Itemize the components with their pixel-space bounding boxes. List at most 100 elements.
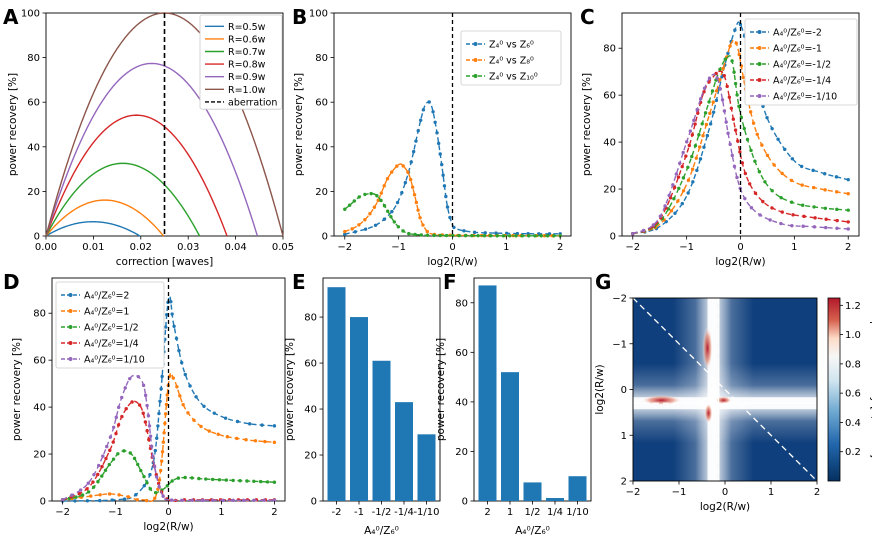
data-point-b bbox=[444, 194, 448, 199]
panel-letter-a: A bbox=[3, 5, 19, 29]
data-point-c bbox=[812, 205, 816, 209]
data-point-d bbox=[80, 493, 85, 497]
data-point-d bbox=[96, 463, 101, 468]
data-point-c bbox=[651, 223, 656, 227]
data-point-d bbox=[116, 452, 120, 456]
data-point-d bbox=[120, 414, 124, 419]
data-point-d bbox=[145, 429, 149, 433]
legend-marker-c bbox=[757, 62, 762, 66]
data-point-b bbox=[343, 207, 347, 211]
data-point-b bbox=[552, 234, 556, 238]
xtick-label-e: -1/2 bbox=[372, 507, 392, 518]
ytick-label-c: 60 bbox=[603, 91, 616, 102]
xtick-label-a: 0.02 bbox=[130, 242, 152, 253]
xlabel-c: log2(R/w) bbox=[715, 256, 765, 268]
data-point-d bbox=[169, 498, 174, 502]
data-point-d bbox=[148, 434, 153, 438]
ylabel-b: power recovery [%] bbox=[293, 73, 305, 176]
legend-label-d: A₄⁰/Z₆⁰=2 bbox=[84, 291, 129, 302]
data-point-c bbox=[685, 140, 689, 144]
legend-marker-b bbox=[473, 58, 478, 62]
data-point-d bbox=[152, 465, 157, 469]
xtick-label-g: 0 bbox=[722, 487, 728, 498]
heatmap-peak bbox=[715, 396, 732, 405]
data-point-b bbox=[433, 120, 437, 124]
xtick-label-b: 0 bbox=[449, 242, 455, 253]
data-point-c bbox=[835, 218, 839, 223]
data-point-d bbox=[158, 468, 163, 473]
data-point-d bbox=[160, 449, 165, 454]
legend-label-a: R=0.7w bbox=[228, 47, 266, 58]
data-point-c bbox=[722, 109, 727, 113]
data-point-c bbox=[678, 161, 682, 165]
ytick-label-b: 0 bbox=[322, 232, 328, 243]
data-point-c bbox=[704, 122, 709, 127]
data-point-d bbox=[130, 400, 134, 404]
data-point-d bbox=[260, 423, 264, 427]
ytick-label-d: 20 bbox=[33, 450, 46, 461]
ytick-label-d: 40 bbox=[33, 403, 46, 414]
data-point-b bbox=[392, 220, 397, 224]
ylabel-a: power recovery [%] bbox=[7, 73, 19, 176]
colorbar-tick-label: 0.8 bbox=[845, 359, 861, 370]
data-point-d bbox=[122, 497, 127, 501]
data-point-d bbox=[163, 412, 168, 416]
data-point-b bbox=[379, 198, 383, 203]
data-point-b bbox=[418, 216, 422, 220]
xtick-label-b: 2 bbox=[557, 242, 563, 253]
data-point-d bbox=[231, 498, 235, 503]
data-point-b bbox=[350, 227, 354, 231]
data-point-c bbox=[692, 118, 696, 123]
data-point-d bbox=[141, 411, 145, 415]
heatmap-peak bbox=[704, 403, 713, 424]
data-point-d bbox=[216, 432, 220, 436]
data-point-b bbox=[482, 234, 487, 238]
ytick-label-c: 40 bbox=[603, 138, 616, 149]
data-point-b bbox=[545, 234, 550, 238]
data-point-c bbox=[698, 157, 703, 161]
data-point-d bbox=[207, 429, 211, 433]
xtick-label-d: 2 bbox=[271, 507, 277, 518]
data-point-d bbox=[248, 422, 252, 426]
data-point-c bbox=[686, 178, 691, 182]
data-point-c bbox=[823, 188, 827, 192]
data-point-c bbox=[824, 217, 828, 221]
legend-label-d: A₄⁰/Z₆⁰=1/4 bbox=[84, 339, 139, 350]
data-point-c bbox=[728, 142, 732, 147]
xtick-label-e: -1 bbox=[354, 507, 364, 518]
data-point-d bbox=[107, 462, 112, 467]
data-point-c bbox=[667, 193, 671, 198]
data-point-c bbox=[695, 107, 699, 112]
data-point-d bbox=[211, 498, 215, 503]
data-point-d bbox=[164, 325, 168, 329]
ylabel-g: log2(R/w) bbox=[594, 364, 606, 414]
data-point-c bbox=[780, 210, 784, 214]
xlabel-a: correction [waves] bbox=[116, 256, 213, 268]
data-point-d bbox=[124, 406, 128, 411]
data-point-b bbox=[343, 232, 347, 236]
legend-label-c: A₄⁰/Z₆⁰=-1 bbox=[773, 44, 822, 55]
data-point-d bbox=[165, 393, 169, 397]
data-point-c bbox=[741, 75, 746, 80]
data-point-c bbox=[753, 159, 757, 163]
data-point-d bbox=[252, 498, 256, 503]
panel-letter-d: D bbox=[3, 270, 20, 294]
data-point-c bbox=[747, 182, 752, 186]
data-point-b bbox=[533, 234, 537, 238]
data-point-b bbox=[416, 128, 420, 133]
data-point-b bbox=[357, 223, 361, 227]
data-point-c bbox=[711, 100, 715, 104]
data-point-b bbox=[463, 233, 468, 238]
data-point-c bbox=[687, 143, 692, 148]
data-point-c bbox=[707, 76, 712, 80]
data-point-c bbox=[738, 150, 742, 154]
ytick-label-g: −1 bbox=[612, 339, 627, 350]
ytick-label-b: 40 bbox=[315, 142, 328, 153]
data-point-c bbox=[823, 172, 827, 176]
legend-label-d: A₄⁰/Z₆⁰=1/10 bbox=[84, 355, 145, 366]
data-point-b bbox=[526, 234, 531, 238]
colorbar bbox=[827, 297, 841, 482]
xlabel-b: log2(R/w) bbox=[427, 256, 477, 268]
data-point-d bbox=[170, 479, 174, 483]
data-point-c bbox=[790, 157, 795, 161]
